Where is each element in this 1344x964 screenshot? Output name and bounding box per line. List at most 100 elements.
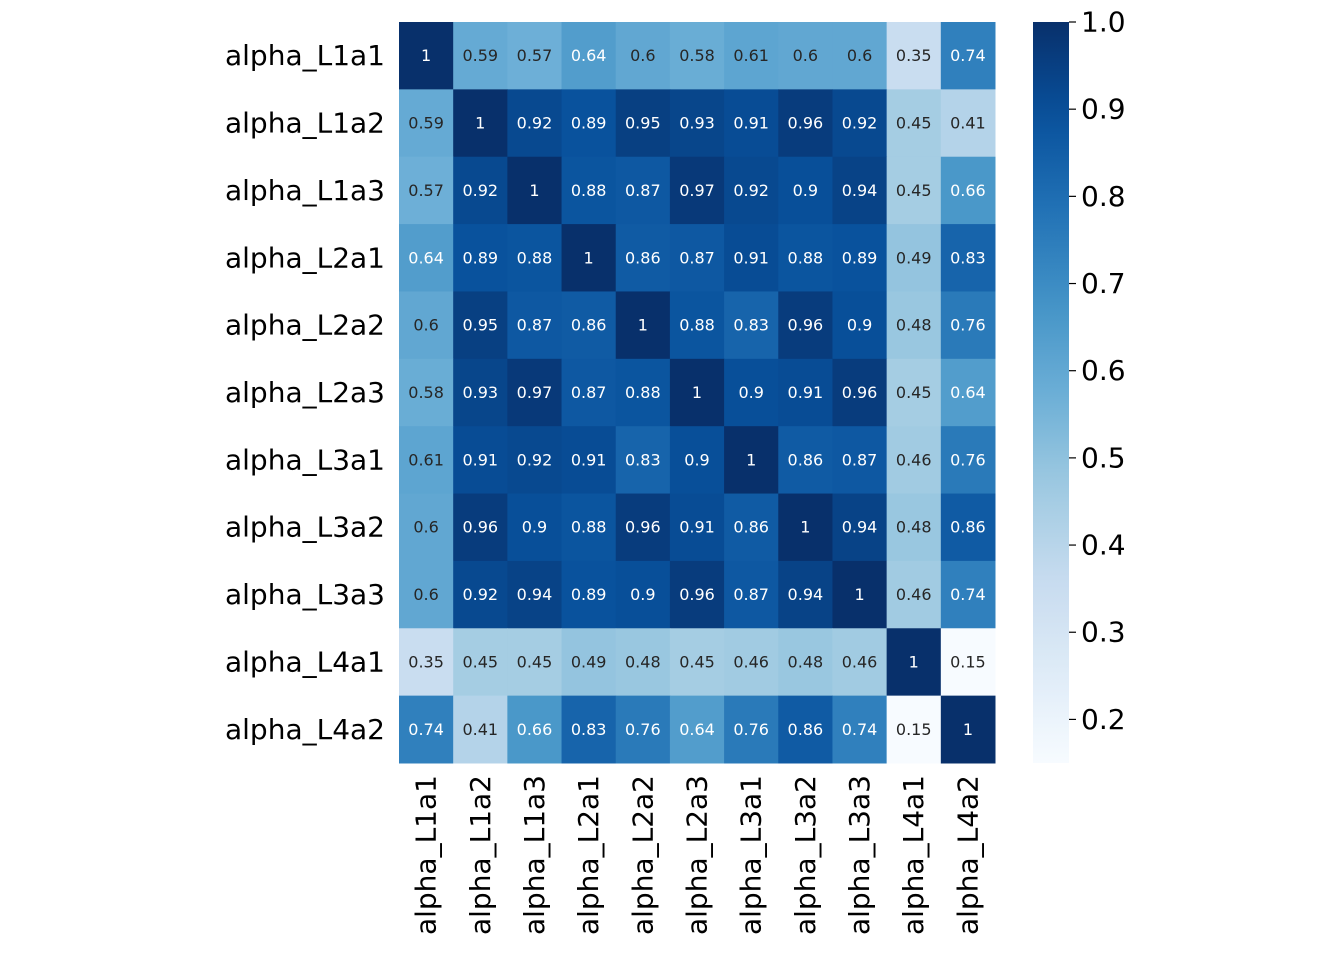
heatmap-annotation-r2-c3: 0.92 (517, 114, 553, 133)
heatmap-annotation-r10-c8: 0.48 (788, 652, 824, 671)
heatmap-annotation-r4-c6: 0.87 (679, 248, 715, 267)
heatmap-cell-r3-c8 (778, 156, 833, 225)
heatmap-annotation-r3-c1: 0.57 (408, 181, 444, 200)
heatmap-annotation-r6-c10: 0.45 (896, 383, 932, 402)
heatmap-cell-r2-c2 (453, 89, 508, 158)
heatmap-cell-r5-c5 (615, 291, 671, 360)
heatmap-cell-r11-c1 (399, 695, 454, 764)
heatmap-cell-r6-c9 (832, 358, 888, 427)
heatmap-annotation-r1-c3: 0.57 (517, 46, 553, 65)
heatmap-cell-r9-c8 (778, 560, 833, 629)
heatmap-cell-r9-c7 (724, 560, 779, 629)
heatmap-annotation-r5-c5: 1 (638, 316, 648, 335)
heatmap-annotation-r7-c10: 0.46 (896, 450, 932, 469)
heatmap-cell-r6-c3 (507, 358, 563, 427)
heatmap-cell-r11-c3 (507, 695, 563, 764)
colorbar-tick-label-9: 1.0 (1081, 6, 1126, 39)
heatmap-cell-r10-c8 (778, 628, 833, 697)
heatmap-annotation-r5-c3: 0.87 (517, 316, 553, 335)
heatmap-cell-r3-c5 (615, 156, 671, 225)
colorbar-tick-label-2: 0.3 (1081, 616, 1126, 649)
heatmap-annotation-r10-c6: 0.45 (679, 652, 715, 671)
x-tick-label-10: alpha_L4a1 (897, 775, 930, 935)
heatmap-cell-r2-c3 (507, 89, 563, 158)
colorbar-tick-label-1: 0.2 (1081, 703, 1126, 736)
heatmap-annotation-r9-c2: 0.92 (462, 585, 498, 604)
heatmap-cell-r11-c5 (615, 695, 671, 764)
heatmap-annotation-r5-c10: 0.48 (896, 316, 932, 335)
y-tick-label-1: alpha_L1a1 (225, 39, 385, 72)
heatmap-cell-r1-c4 (561, 22, 617, 90)
heatmap-annotation-r4-c10: 0.49 (896, 248, 932, 267)
x-tick-label-11: alpha_L4a2 (951, 775, 984, 935)
heatmap-cell-r2-c5 (615, 89, 671, 158)
heatmap-annotation-r9-c8: 0.94 (788, 585, 824, 604)
heatmap-annotation-r11-c8: 0.86 (788, 720, 824, 739)
heatmap-cell-r7-c11 (940, 426, 996, 495)
heatmap-cell-r11-c4 (561, 695, 617, 764)
heatmap-cell-r8-c11 (940, 493, 996, 562)
heatmap-cell-r4-c2 (453, 224, 508, 292)
y-tick-label-4: alpha_L2a1 (225, 241, 385, 274)
heatmap-annotation-r3-c11: 0.66 (950, 181, 986, 200)
heatmap-cell-r11-c6 (669, 695, 725, 764)
x-tick-labels: alpha_L1a1 alpha_L1a2 alpha_L1a3 alpha_L2a1… (410, 775, 985, 935)
heatmap-cell-r1-c7 (724, 22, 779, 90)
heatmap-cell-r1-c10 (886, 22, 942, 90)
heatmap-annotation-r2-c11: 0.41 (950, 114, 986, 133)
heatmap-annotation-r3-c5: 0.87 (625, 181, 661, 200)
heatmap-cell-r9-c4 (561, 560, 617, 629)
heatmap-cell-r9-c5 (615, 560, 671, 629)
colorbar-tick-label-7: 0.8 (1081, 180, 1126, 213)
heatmap-cell-r5-c4 (561, 291, 617, 360)
heatmap-cell-r9-c3 (507, 560, 563, 629)
heatmap-cell-r7-c7 (724, 426, 779, 495)
heatmap-annotation-r7-c3: 0.92 (517, 450, 553, 469)
heatmap-cell-r9-c2 (453, 560, 508, 629)
heatmap-cell-r3-c4 (561, 156, 617, 225)
heatmap-cell-r11-c2 (453, 695, 508, 764)
heatmap-annotation-r8-c4: 0.88 (571, 518, 607, 537)
heatmap-cell-r10-c4 (561, 628, 617, 697)
heatmap-cell-r8-c10 (886, 493, 942, 562)
heatmap-annotation-r9-c7: 0.87 (733, 585, 769, 604)
heatmap-cell-r7-c8 (778, 426, 833, 495)
y-tick-labels: alpha_L1a1 alpha_L1a2 alpha_L1a3 alpha_L2a1… (225, 39, 385, 746)
heatmap-annotation-r2-c1: 0.59 (408, 114, 444, 133)
heatmap-annotation-r1-c5: 0.6 (630, 46, 655, 65)
heatmap-annotation-r7-c11: 0.76 (950, 450, 986, 469)
colorbar-tick-label-5: 0.6 (1081, 354, 1126, 387)
heatmap-cell-r1-c8 (778, 22, 833, 90)
heatmap-annotation-r6-c6: 1 (692, 383, 702, 402)
heatmap-cell-r11-c7 (724, 695, 779, 764)
y-tick-label-9: alpha_L3a3 (225, 578, 385, 611)
heatmap-cell-r8-c2 (453, 493, 508, 562)
heatmap-cell-r8-c4 (561, 493, 617, 562)
y-tick-label-5: alpha_L2a2 (225, 309, 385, 342)
heatmap-cell-r10-c3 (507, 628, 563, 697)
heatmap-cell-r8-c5 (615, 493, 671, 562)
heatmap-annotation-r1-c4: 0.64 (571, 46, 607, 65)
heatmap-cell-r7-c9 (832, 426, 888, 495)
heatmap-annotation-r11-c2: 0.41 (462, 720, 498, 739)
heatmap-annotation-r1-c6: 0.58 (679, 46, 715, 65)
heatmap-cell-r9-c9 (832, 560, 888, 629)
heatmap-annotation-r3-c6: 0.97 (679, 181, 715, 200)
heatmap-cell-r11-c9 (832, 695, 888, 764)
heatmap-cell-r3-c1 (399, 156, 454, 225)
heatmap-cell-r9-c10 (886, 560, 942, 629)
heatmap-cell-r2-c11 (940, 89, 996, 158)
heatmap-cell-r9-c1 (399, 560, 454, 629)
heatmap-annotation-r2-c10: 0.45 (896, 114, 932, 133)
heatmap-annotation-r10-c9: 0.46 (842, 652, 878, 671)
heatmap-annotation-r10-c10: 1 (909, 652, 919, 671)
heatmap-annotation-r6-c3: 0.97 (517, 383, 553, 402)
heatmap-annotation-r10-c7: 0.46 (733, 652, 769, 671)
heatmap-annotation-r9-c5: 0.9 (630, 585, 655, 604)
heatmap-cell-r10-c5 (615, 628, 671, 697)
x-tick-label-4: alpha_L2a1 (572, 775, 605, 935)
heatmap-cell-r1-c5 (615, 22, 671, 90)
heatmap-cell-r6-c7 (724, 358, 779, 427)
heatmap-annotation-r11-c6: 0.64 (679, 720, 715, 739)
heatmap-annotation-r8-c9: 0.94 (842, 518, 878, 537)
